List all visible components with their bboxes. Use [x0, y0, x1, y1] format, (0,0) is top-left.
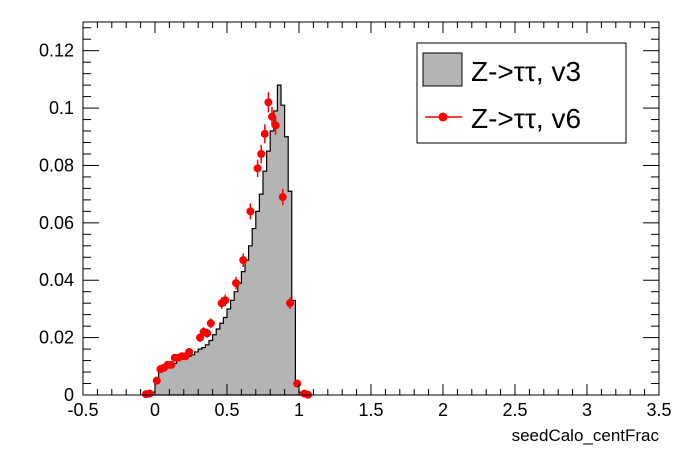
- y-tick-label: 0.08: [39, 155, 74, 175]
- data-point-v6: [246, 207, 255, 216]
- data-point-v6: [257, 149, 266, 158]
- tick-layer: -0.5 0 0.5 1 1.5 2 2.5 3 3.500.020.040.060.080.1…: [39, 22, 672, 420]
- x-axis-title: seedCalo_centFrac: [512, 426, 660, 445]
- x-tick-label: 0: [150, 400, 160, 420]
- data-point-v6: [264, 98, 273, 107]
- legend-marker-v6: [438, 112, 448, 122]
- y-tick-label: 0.06: [39, 213, 74, 233]
- legend: Z->ττ, v3 Z->ττ, v6: [416, 42, 627, 144]
- data-point-v6: [271, 121, 280, 130]
- data-point-v6: [253, 164, 262, 173]
- x-tick-label: 3.5: [646, 400, 671, 420]
- y-tick-label: 0.04: [39, 270, 74, 290]
- data-point-v6: [260, 129, 269, 138]
- data-point-v6: [293, 379, 302, 388]
- data-point-v6: [286, 299, 294, 308]
- legend-label-v6: Z->ττ, v6: [471, 103, 581, 134]
- y-tick-label: 0.02: [39, 328, 74, 348]
- y-tick-label: 0: [64, 385, 74, 405]
- x-tick-label: 3: [582, 400, 592, 420]
- data-point-v6: [167, 360, 176, 369]
- legend-swatch-v3: [422, 52, 463, 87]
- data-point-v6: [145, 389, 154, 398]
- data-point-v6: [268, 112, 276, 121]
- y-tick-label: 0.12: [39, 41, 74, 61]
- x-tick-label: 2: [438, 400, 448, 420]
- data-point-v6: [203, 329, 212, 338]
- x-tick-label: 0.5: [214, 400, 239, 420]
- data-point-v6: [232, 279, 240, 288]
- data-point-v6: [221, 296, 230, 305]
- data-point-v6: [278, 193, 287, 202]
- legend-label-v3: Z->ττ, v3: [471, 56, 581, 87]
- x-tick-label: -0.5: [67, 400, 98, 420]
- x-tick-label: 2.5: [502, 400, 527, 420]
- data-point-v6: [196, 333, 204, 342]
- data-point-v6: [239, 256, 248, 265]
- data-point-v6: [152, 376, 161, 385]
- data-point-v6: [206, 319, 215, 328]
- y-tick-label: 0.1: [49, 98, 74, 118]
- x-tick-label: 1.5: [358, 400, 383, 420]
- x-tick-label: 1: [294, 400, 304, 420]
- data-point-v6: [185, 347, 194, 356]
